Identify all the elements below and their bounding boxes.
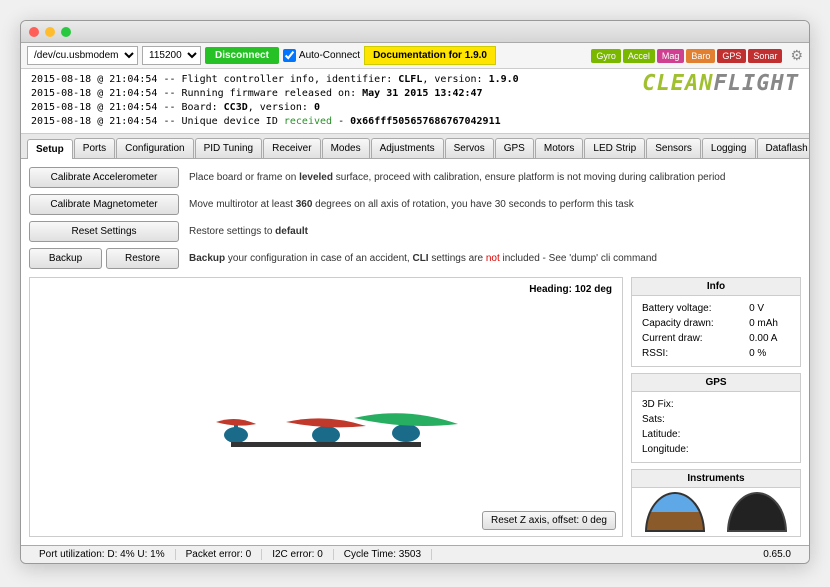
traffic-lights [29,27,71,37]
status-version: 0.65.0 [753,549,801,560]
tab-dataflash[interactable]: Dataflash [757,138,811,158]
action-description: Backup your configuration in case of an … [189,253,657,264]
gps-table: 3D Fix: Sats: Latitude: Longitude: [638,396,794,458]
documentation-link[interactable]: Documentation for 1.9.0 [364,46,496,65]
status-cycle: Cycle Time: 3503 [334,549,432,560]
gps-title: GPS [632,374,800,392]
app-window: /dev/cu.usbmodem 115200 Disconnect Auto-… [20,20,810,564]
brand-b: FLIGHT [714,71,799,96]
log-line: 2015-08-18 @ 21:04:54 -- Unique device I… [31,115,799,129]
action-description: Place board or frame on leveled surface,… [189,172,725,183]
disconnect-button[interactable]: Disconnect [205,47,279,64]
main-area: Heading: 102 deg Reset Z axis, offset: 0… [29,277,801,537]
autoconnect-label: Auto-Connect [299,50,360,61]
sensor-gps: GPS [717,49,746,63]
action-description: Restore settings to default [189,226,308,237]
sensor-baro: Baro [686,49,715,63]
titlebar [21,21,809,43]
tab-ports[interactable]: Ports [74,138,115,158]
log-line: 2015-08-18 @ 21:04:54 -- Board: CC3D, ve… [31,101,799,115]
gear-icon[interactable]: ⚙ [790,47,803,64]
reset-settings-button[interactable]: Reset Settings [29,221,179,242]
status-port: Port utilization: D: 4% U: 1% [29,549,176,560]
log-area: 2015-08-18 @ 21:04:54 -- Flight controll… [21,69,809,134]
tab-motors[interactable]: Motors [535,138,584,158]
heading-label: Heading: 102 deg [529,284,612,295]
status-i2c: I2C error: 0 [262,549,334,560]
table-row: Battery voltage:0 V [640,302,792,315]
brand-a: CLEAN [642,71,713,96]
action-row: Reset Settings Restore settings to defaul… [29,221,801,242]
brand-logo: CLEANFLIGHT [642,77,799,91]
sensor-mag: Mag [657,49,685,63]
sensor-accel: Accel [623,49,655,63]
tab-configuration[interactable]: Configuration [116,138,193,158]
gps-panel: GPS 3D Fix: Sats: Latitude: Longitude: [631,373,801,463]
drone-model [186,380,466,470]
statusbar: Port utilization: D: 4% U: 1% Packet err… [21,545,809,563]
sensor-gyro: Gyro [591,49,621,63]
info-title: Info [632,278,800,296]
table-row: Latitude: [640,428,792,441]
baud-select[interactable]: 115200 [142,46,201,65]
tab-setup[interactable]: Setup [27,139,73,159]
tab-sensors[interactable]: Sensors [646,138,701,158]
action-description: Move multirotor at least 360 degrees on … [189,199,634,210]
calibrate-accelerometer-button[interactable]: Calibrate Accelerometer [29,167,179,188]
minimize-icon[interactable] [45,27,55,37]
tab-servos[interactable]: Servos [445,138,494,158]
sensor-sonar: Sonar [748,49,782,63]
instruments-panel: Instruments [631,469,801,537]
action-row: Calibrate Magnetometer Move multirotor at… [29,194,801,215]
tab-led-strip[interactable]: LED Strip [584,138,645,158]
table-row: Sats: [640,413,792,426]
tab-gps[interactable]: GPS [495,138,534,158]
info-panel: Info Battery voltage:0 V Capacity drawn:0… [631,277,801,367]
instruments-title: Instruments [632,470,800,488]
tab-modes[interactable]: Modes [322,138,370,158]
tab-receiver[interactable]: Receiver [263,138,320,158]
table-row: Current draw:0.00 A [640,332,792,345]
status-packet: Packet error: 0 [176,549,263,560]
table-row: Capacity drawn:0 mAh [640,317,792,330]
side-panels: Info Battery voltage:0 V Capacity drawn:0… [631,277,801,537]
autoconnect-input[interactable] [283,49,296,62]
action-row: Calibrate Accelerometer Place board or fr… [29,167,801,188]
calibrate-magnetometer-button[interactable]: Calibrate Magnetometer [29,194,179,215]
backup-button[interactable]: Backup [29,248,102,269]
restore-button[interactable]: Restore [106,248,179,269]
tab-pid-tuning[interactable]: PID Tuning [195,138,262,158]
reset-z-button[interactable]: Reset Z axis, offset: 0 deg [482,511,616,530]
info-table: Battery voltage:0 V Capacity drawn:0 mAh C… [638,300,794,362]
model-viewport[interactable]: Heading: 102 deg Reset Z axis, offset: 0… [29,277,623,537]
table-row: 3D Fix: [640,398,792,411]
maximize-icon[interactable] [61,27,71,37]
compass-indicator [727,492,787,532]
close-icon[interactable] [29,27,39,37]
attitude-indicator [645,492,705,532]
sensor-badges: GyroAccelMagBaroGPSSonar [591,49,782,63]
table-row: Longitude: [640,443,792,456]
toolbar: /dev/cu.usbmodem 115200 Disconnect Auto-… [21,43,809,69]
port-select[interactable]: /dev/cu.usbmodem [27,46,138,65]
tab-logging[interactable]: Logging [702,138,756,158]
table-row: RSSI:0 % [640,347,792,360]
content: Calibrate Accelerometer Place board or fr… [21,159,809,545]
action-row: BackupRestore Backup your configuration i… [29,248,801,269]
tabs: SetupPortsConfigurationPID TuningReceive… [21,134,809,159]
autoconnect-checkbox[interactable]: Auto-Connect [283,49,360,62]
tab-adjustments[interactable]: Adjustments [371,138,444,158]
